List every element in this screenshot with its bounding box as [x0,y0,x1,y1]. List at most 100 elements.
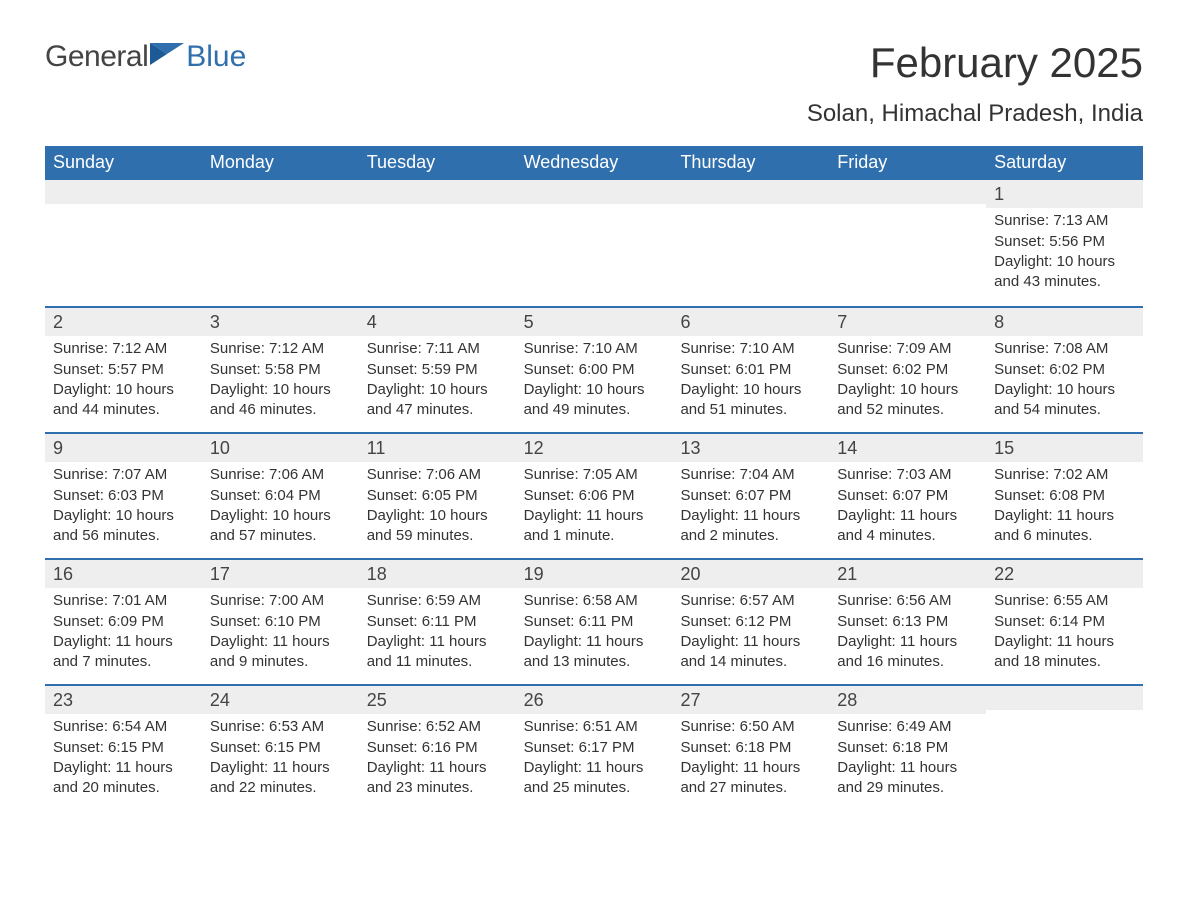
day-cell [829,180,986,306]
sunset-text: Sunset: 6:05 PM [367,486,508,506]
sunset-text: Sunset: 6:11 PM [524,612,665,632]
sunrise-text: Sunrise: 6:51 AM [524,717,665,737]
day-number [672,180,829,204]
sunset-text: Sunset: 6:01 PM [680,360,821,380]
sunrise-text: Sunrise: 6:57 AM [680,591,821,611]
sunrise-text: Sunrise: 7:10 AM [524,339,665,359]
dl2-text: and 22 minutes. [210,778,351,798]
dl2-text: and 54 minutes. [994,400,1135,420]
sunrise-text: Sunrise: 6:55 AM [994,591,1135,611]
sunset-text: Sunset: 6:11 PM [367,612,508,632]
dl1-text: Daylight: 11 hours [367,632,508,652]
day-number [359,180,516,204]
dl2-text: and 57 minutes. [210,526,351,546]
dl2-text: and 51 minutes. [680,400,821,420]
sunset-text: Sunset: 6:03 PM [53,486,194,506]
day-cell: 6Sunrise: 7:10 AMSunset: 6:01 PMDaylight… [672,308,829,432]
sunset-text: Sunset: 5:58 PM [210,360,351,380]
dl2-text: and 9 minutes. [210,652,351,672]
sunrise-text: Sunrise: 6:54 AM [53,717,194,737]
sunset-text: Sunset: 6:08 PM [994,486,1135,506]
dl1-text: Daylight: 10 hours [367,380,508,400]
dl2-text: and 6 minutes. [994,526,1135,546]
week-row: 23Sunrise: 6:54 AMSunset: 6:15 PMDayligh… [45,684,1143,810]
day-cell: 20Sunrise: 6:57 AMSunset: 6:12 PMDayligh… [672,560,829,684]
day-of-week-header: SundayMondayTuesdayWednesdayThursdayFrid… [45,146,1143,180]
day-cell: 7Sunrise: 7:09 AMSunset: 6:02 PMDaylight… [829,308,986,432]
sunset-text: Sunset: 5:57 PM [53,360,194,380]
dl2-text: and 25 minutes. [524,778,665,798]
dl1-text: Daylight: 10 hours [524,380,665,400]
dl1-text: Daylight: 11 hours [837,758,978,778]
day-number: 19 [516,560,673,588]
dl2-text: and 44 minutes. [53,400,194,420]
day-number: 14 [829,434,986,462]
day-cell: 28Sunrise: 6:49 AMSunset: 6:18 PMDayligh… [829,686,986,810]
day-cell: 8Sunrise: 7:08 AMSunset: 6:02 PMDaylight… [986,308,1143,432]
day-of-week-label: Friday [829,146,986,180]
day-of-week-label: Tuesday [359,146,516,180]
sunset-text: Sunset: 6:02 PM [837,360,978,380]
dl2-text: and 59 minutes. [367,526,508,546]
day-cell: 11Sunrise: 7:06 AMSunset: 6:05 PMDayligh… [359,434,516,558]
day-number: 25 [359,686,516,714]
sunrise-text: Sunrise: 7:12 AM [53,339,194,359]
day-number: 8 [986,308,1143,336]
sunset-text: Sunset: 6:04 PM [210,486,351,506]
sunrise-text: Sunrise: 7:12 AM [210,339,351,359]
sunrise-text: Sunrise: 7:01 AM [53,591,194,611]
flag-icon [150,43,184,65]
week-row: 9Sunrise: 7:07 AMSunset: 6:03 PMDaylight… [45,432,1143,558]
brand-part2: Blue [186,40,246,74]
dl2-text: and 14 minutes. [680,652,821,672]
title-block: February 2025 Solan, Himachal Pradesh, I… [807,40,1143,128]
day-number: 22 [986,560,1143,588]
sunset-text: Sunset: 6:06 PM [524,486,665,506]
day-of-week-label: Saturday [986,146,1143,180]
day-cell [359,180,516,306]
dl2-text: and 18 minutes. [994,652,1135,672]
day-number: 1 [986,180,1143,208]
dl1-text: Daylight: 10 hours [53,506,194,526]
dl2-text: and 20 minutes. [53,778,194,798]
dl1-text: Daylight: 10 hours [367,506,508,526]
sunset-text: Sunset: 6:18 PM [680,738,821,758]
day-number: 7 [829,308,986,336]
sunset-text: Sunset: 6:16 PM [367,738,508,758]
day-cell [202,180,359,306]
day-of-week-label: Thursday [672,146,829,180]
sunrise-text: Sunrise: 6:49 AM [837,717,978,737]
dl2-text: and 43 minutes. [994,272,1135,292]
dl1-text: Daylight: 11 hours [994,632,1135,652]
day-number: 27 [672,686,829,714]
sunrise-text: Sunrise: 7:11 AM [367,339,508,359]
dl1-text: Daylight: 10 hours [210,380,351,400]
day-cell: 10Sunrise: 7:06 AMSunset: 6:04 PMDayligh… [202,434,359,558]
day-cell: 25Sunrise: 6:52 AMSunset: 6:16 PMDayligh… [359,686,516,810]
dl1-text: Daylight: 11 hours [994,506,1135,526]
sunset-text: Sunset: 6:18 PM [837,738,978,758]
day-cell: 21Sunrise: 6:56 AMSunset: 6:13 PMDayligh… [829,560,986,684]
day-number: 2 [45,308,202,336]
day-cell: 22Sunrise: 6:55 AMSunset: 6:14 PMDayligh… [986,560,1143,684]
day-number: 16 [45,560,202,588]
sunrise-text: Sunrise: 7:06 AM [367,465,508,485]
sunset-text: Sunset: 5:56 PM [994,232,1135,252]
day-cell: 27Sunrise: 6:50 AMSunset: 6:18 PMDayligh… [672,686,829,810]
sunset-text: Sunset: 6:09 PM [53,612,194,632]
dl2-text: and 2 minutes. [680,526,821,546]
dl1-text: Daylight: 11 hours [210,758,351,778]
day-number: 20 [672,560,829,588]
dl2-text: and 23 minutes. [367,778,508,798]
sunset-text: Sunset: 6:15 PM [210,738,351,758]
sunset-text: Sunset: 6:10 PM [210,612,351,632]
day-cell: 19Sunrise: 6:58 AMSunset: 6:11 PMDayligh… [516,560,673,684]
day-number: 24 [202,686,359,714]
day-number [986,686,1143,710]
sunset-text: Sunset: 6:15 PM [53,738,194,758]
dl2-text: and 52 minutes. [837,400,978,420]
day-cell: 18Sunrise: 6:59 AMSunset: 6:11 PMDayligh… [359,560,516,684]
day-cell: 15Sunrise: 7:02 AMSunset: 6:08 PMDayligh… [986,434,1143,558]
day-number: 17 [202,560,359,588]
day-cell: 2Sunrise: 7:12 AMSunset: 5:57 PMDaylight… [45,308,202,432]
